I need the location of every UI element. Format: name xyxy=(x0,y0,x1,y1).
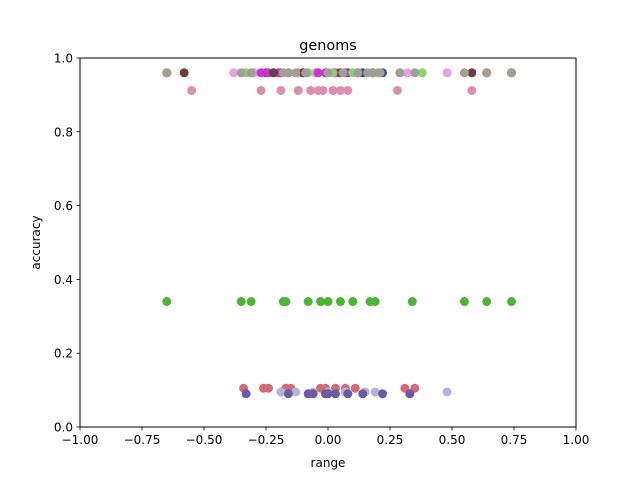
data-point xyxy=(442,387,452,397)
data-point xyxy=(507,68,517,78)
x-tick-label: −1.00 xyxy=(62,433,99,447)
series-8 xyxy=(162,297,517,307)
chart-title: genoms xyxy=(299,38,356,54)
data-point xyxy=(236,297,246,307)
data-point xyxy=(236,68,246,78)
data-point xyxy=(293,85,303,95)
data-point xyxy=(323,297,333,307)
data-point xyxy=(405,389,415,399)
y-tick-label: 0.8 xyxy=(54,125,73,139)
data-point xyxy=(507,297,517,307)
data-point xyxy=(343,85,353,95)
data-point xyxy=(313,68,323,78)
data-point xyxy=(358,389,368,399)
data-point xyxy=(229,68,239,78)
data-point xyxy=(162,297,172,307)
series-7 xyxy=(187,85,477,95)
data-point xyxy=(410,68,420,78)
data-point xyxy=(276,387,286,397)
y-tick-label: 0.4 xyxy=(54,273,73,287)
x-tick-label: −0.75 xyxy=(124,433,161,447)
data-point xyxy=(467,68,477,78)
data-point xyxy=(459,68,469,78)
y-tick-label: 0.6 xyxy=(54,199,73,213)
x-tick-label: 0.25 xyxy=(377,433,404,447)
y-tick-label: 0.0 xyxy=(54,421,73,435)
x-axis-ticks: −1.00 −0.75 −0.50 −0.25 0.00 0.25 0.50 0.75 1.00 xyxy=(62,427,590,447)
data-point xyxy=(392,85,402,95)
data-point xyxy=(263,383,273,393)
data-point xyxy=(442,68,452,78)
data-point xyxy=(301,68,311,78)
y-tick-label: 0.2 xyxy=(54,347,73,361)
x-tick-label: −0.25 xyxy=(248,433,285,447)
data-point xyxy=(241,389,251,399)
data-point xyxy=(370,297,380,307)
data-point xyxy=(179,68,189,78)
data-point xyxy=(308,389,318,399)
data-point xyxy=(330,389,340,399)
data-point xyxy=(318,85,328,95)
x-tick-label: 1.00 xyxy=(563,433,590,447)
data-point xyxy=(283,68,293,78)
data-point xyxy=(335,297,345,307)
data-point xyxy=(256,85,266,95)
data-point xyxy=(350,383,360,393)
data-point xyxy=(482,297,492,307)
series-11 xyxy=(241,389,415,399)
data-point xyxy=(395,68,405,78)
y-tick-label: 1.0 xyxy=(54,52,73,66)
x-tick-label: 0.75 xyxy=(501,433,528,447)
data-point xyxy=(417,68,427,78)
data-point xyxy=(459,297,469,307)
data-point xyxy=(283,389,293,399)
data-points xyxy=(162,68,517,399)
x-axis-label: range xyxy=(311,456,346,470)
data-point xyxy=(246,68,256,78)
data-point xyxy=(328,85,338,95)
data-point xyxy=(291,387,301,397)
data-point xyxy=(268,68,278,78)
data-point xyxy=(256,68,266,78)
x-tick-label: 0.50 xyxy=(439,433,466,447)
y-axis-ticks: 0.0 0.2 0.4 0.6 0.8 1.0 xyxy=(54,52,80,435)
x-tick-label: 0.00 xyxy=(315,433,342,447)
data-point xyxy=(323,389,333,399)
data-point xyxy=(162,68,172,78)
data-point xyxy=(343,389,353,399)
data-point xyxy=(306,85,316,95)
data-point xyxy=(276,85,286,95)
data-point xyxy=(246,297,256,307)
data-point xyxy=(187,85,197,95)
series-6 xyxy=(162,68,517,78)
data-point xyxy=(281,297,291,307)
data-point xyxy=(338,68,348,78)
data-point xyxy=(353,68,363,78)
data-point xyxy=(316,297,326,307)
data-point xyxy=(375,68,385,78)
data-point xyxy=(370,387,380,397)
plot-area xyxy=(80,58,576,427)
data-point xyxy=(323,68,333,78)
data-point xyxy=(482,68,492,78)
data-point xyxy=(402,68,412,78)
axes-frame xyxy=(79,57,577,428)
data-point xyxy=(467,85,477,95)
data-point xyxy=(335,85,345,95)
data-point xyxy=(303,297,313,307)
data-point xyxy=(407,297,417,307)
y-axis-label: accuracy xyxy=(29,215,43,269)
x-tick-label: −0.50 xyxy=(186,433,223,447)
data-point xyxy=(378,389,388,399)
data-point xyxy=(348,297,358,307)
data-point xyxy=(291,68,301,78)
data-point xyxy=(368,68,378,78)
